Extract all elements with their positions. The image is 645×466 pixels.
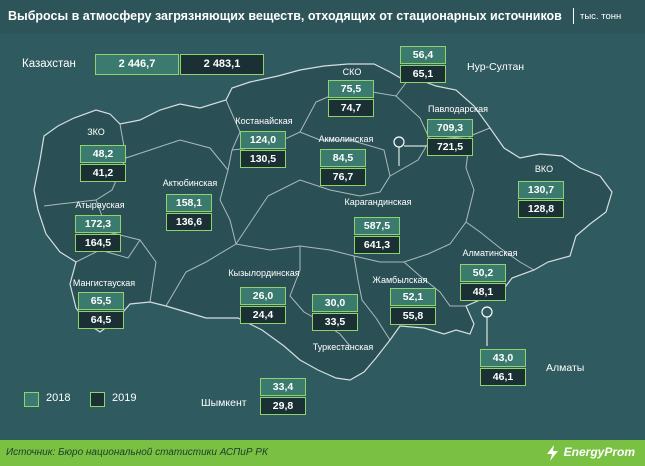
region-value-2018-almaty-obl: 50,2 [460,264,506,282]
region-value-2019-akmola: 76,7 [320,168,366,186]
region-value-2018-sko: 75,5 [328,80,374,98]
region-label-aktobe: Актюбинская [162,178,218,188]
title-divider [573,8,574,24]
lightning-icon [546,445,558,461]
region-value-2019-almaty: 46,1 [480,368,526,386]
region-value-2019-pavlodar: 721,5 [427,138,473,156]
region-label-zhambyl: Жамбылская [372,275,428,285]
region-border [125,139,237,307]
region-border [225,99,241,171]
region-border [353,255,391,341]
region-label-kyzylorda: Кызылординская [228,268,300,278]
region-label-almaty-obl: Алматинская [462,248,518,258]
region-label-kostanay: Костанайская [235,116,293,126]
region-value-2018-zko: 48,2 [80,145,126,163]
region-label-mangystau: Мангистауская [72,278,136,288]
source-text: Источник: Бюро национальной статистики А… [6,447,268,458]
region-label-zko: ЗКО [87,127,105,137]
region-label-almaty: Алматы [546,362,585,374]
region-value-2018-kyzylorda: 26,0 [240,287,286,305]
region-label-nur-sultan: Нур-Султан [467,61,525,73]
legend-2019-swatch [90,392,105,407]
region-value-2018-karaganda: 587,5 [354,217,400,235]
region-label-karaganda: Карагандинская [344,197,412,207]
region-border [403,261,466,307]
region-value-2018-zhambyl: 52,1 [390,288,436,306]
page-title: Выбросы в атмосферу загрязняющих веществ… [8,9,562,23]
legend-2019-label: 2019 [112,392,137,404]
national-label: Казахстан [22,58,76,70]
legend-2018-swatch [24,392,39,407]
brand-name: EnergyProm [563,445,635,459]
national-2018-value: 2 446,7 [95,54,179,75]
region-value-2018-pavlodar: 709,3 [427,119,473,137]
region-label-turkestan: Туркестанская [312,342,374,352]
region-value-2019-atyrau: 164,5 [75,234,121,252]
region-label-akmola: Акмолинская [318,134,374,144]
region-label-sko: СКО [342,67,362,77]
region-label-pavlodar: Павлодарская [428,104,488,114]
region-value-2018-vko: 130,7 [518,181,564,199]
region-value-2019-almaty-obl: 48,1 [460,283,506,301]
region-value-2019-mangystau: 64,5 [78,311,124,329]
region-border [465,221,535,271]
region-label-shymkent: Шымкент [201,397,247,409]
national-2019-value: 2 483,1 [180,54,264,75]
region-value-2019-kyzylorda: 24,4 [240,306,286,324]
region-label-vko: ВКО [534,164,554,174]
legend-2018-label: 2018 [46,392,71,404]
region-value-2019-kostanay: 130,5 [240,150,286,168]
region-value-2019-zko: 41,2 [80,164,126,182]
region-value-2018-kostanay: 124,0 [240,131,286,149]
region-value-2018-mangystau: 65,5 [78,292,124,310]
almaty-marker [481,306,493,318]
region-value-2019-turkestan: 33,5 [312,313,358,331]
region-value-2018-atyrau: 172,3 [75,215,121,233]
region-value-2018-nur-sultan: 56,4 [400,46,446,64]
region-border [289,246,351,347]
region-value-2019-nur-sultan: 65,1 [400,65,446,83]
title-bar: Выбросы в атмосферу загрязняющих веществ… [0,0,645,34]
region-value-2018-akmola: 84,5 [320,149,366,167]
brand-logo: EnergyProm [546,445,635,461]
region-label-atyrau: Атырауская [75,200,125,210]
region-value-2018-aktobe: 158,1 [166,194,212,212]
region-value-2019-sko: 74,7 [328,99,374,117]
region-value-2019-shymkent: 29,8 [260,397,306,415]
region-value-2019-zhambyl: 55,8 [390,307,436,325]
footer: Источник: Бюро национальной статистики А… [0,440,645,466]
region-value-2019-vko: 128,8 [518,200,564,218]
region-value-2018-turkestan: 30,0 [312,294,358,312]
region-border [75,239,141,263]
region-value-2019-karaganda: 641,3 [354,236,400,254]
region-value-2018-shymkent: 33,4 [260,378,306,396]
unit-label: тыс. тонн [580,11,622,22]
region-value-2019-aktobe: 136,6 [166,213,212,231]
region-value-2018-almaty: 43,0 [480,349,526,367]
